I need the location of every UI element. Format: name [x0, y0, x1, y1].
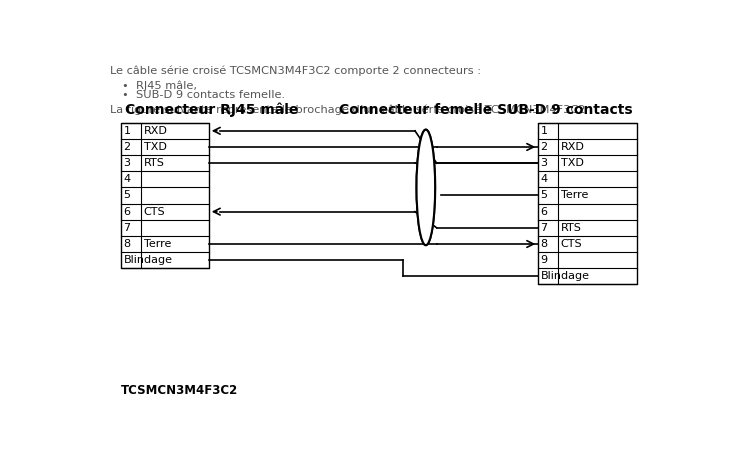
Text: Le câble série croisé TCSMCN3M4F3C2 comporte 2 connecteurs :: Le câble série croisé TCSMCN3M4F3C2 comp…: [110, 66, 480, 76]
Text: Connecteur femelle SUB-D 9 contacts: Connecteur femelle SUB-D 9 contacts: [339, 103, 633, 116]
Text: TXD: TXD: [561, 158, 584, 168]
Text: TXD: TXD: [144, 142, 166, 152]
Text: •  RJ45 mâle,: • RJ45 mâle,: [122, 80, 197, 91]
Text: 8: 8: [123, 239, 131, 249]
Text: Blindage: Blindage: [541, 271, 590, 281]
Text: 2: 2: [541, 142, 547, 152]
Text: 6: 6: [541, 207, 547, 217]
Text: Connecteur RJ45 mâle: Connecteur RJ45 mâle: [125, 102, 298, 116]
Text: La figure suivante représente le brochage d’un câble série croisé TCSMCN3M4F3C2 : La figure suivante représente le brochag…: [110, 104, 593, 115]
Text: 5: 5: [123, 191, 130, 201]
Text: Blindage: Blindage: [123, 255, 172, 265]
Text: 3: 3: [123, 158, 130, 168]
Text: RTS: RTS: [144, 158, 165, 168]
Text: CTS: CTS: [561, 239, 582, 249]
Text: TCSMCN3M4F3C2: TCSMCN3M4F3C2: [121, 384, 239, 397]
Text: RXD: RXD: [561, 142, 584, 152]
Text: CTS: CTS: [144, 207, 166, 217]
Text: •  SUB-D 9 contacts femelle.: • SUB-D 9 contacts femelle.: [122, 90, 285, 100]
Text: 8: 8: [541, 239, 547, 249]
Text: 4: 4: [541, 174, 547, 184]
Text: Terre: Terre: [144, 239, 171, 249]
Bar: [121, 123, 209, 268]
Text: 5: 5: [541, 191, 547, 201]
Bar: [538, 123, 636, 284]
Text: 1: 1: [541, 126, 547, 136]
Text: 7: 7: [123, 223, 131, 233]
Text: 1: 1: [123, 126, 130, 136]
Text: 9: 9: [541, 255, 547, 265]
Text: 7: 7: [541, 223, 547, 233]
Text: 6: 6: [123, 207, 130, 217]
Text: 4: 4: [123, 174, 131, 184]
Text: Terre: Terre: [561, 191, 588, 201]
Ellipse shape: [416, 130, 435, 245]
Text: 2: 2: [123, 142, 131, 152]
Text: RXD: RXD: [144, 126, 168, 136]
Text: RTS: RTS: [561, 223, 581, 233]
Text: 3: 3: [541, 158, 547, 168]
Ellipse shape: [416, 130, 435, 245]
